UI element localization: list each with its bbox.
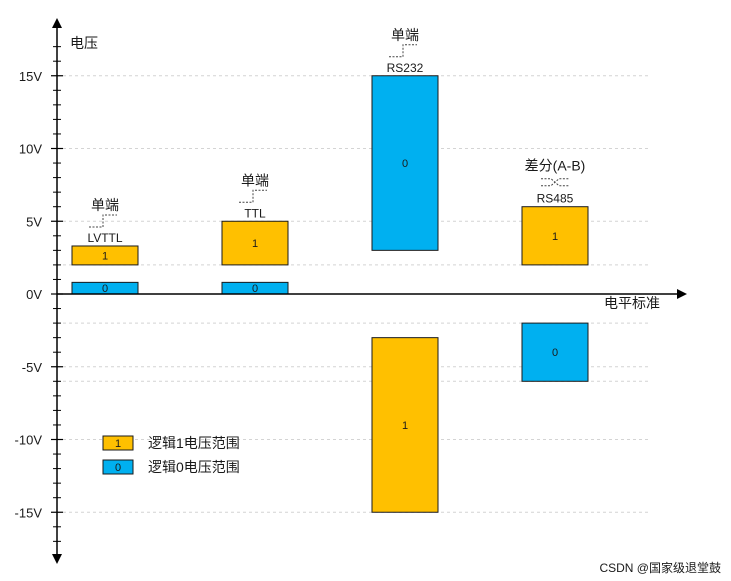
y-axis-title: 电压 (70, 35, 98, 51)
y-tick-label: 10V (19, 142, 42, 157)
bar-lvttl-logic-1 (71, 245, 139, 266)
differential-waveform-icon (541, 178, 569, 187)
category-label-rs232: RS232 (387, 61, 424, 75)
bar-data-label: 0 (552, 347, 558, 359)
single-ended-waveform-icon (89, 214, 117, 228)
category-annotations: LVTTL 单端 TTL 单端 RS232 单端 RS485 差分(A-B) (87, 27, 585, 245)
bar-data-label: 1 (252, 238, 258, 250)
legend-label: 逻辑1电压范围 (148, 435, 240, 451)
legend-swatch (102, 459, 134, 475)
x-axis-title: 电平标准 (604, 295, 660, 311)
legend: 1 逻辑1电压范围 0 逻辑0电压范围 (102, 435, 240, 475)
bar-rs485-logic-0 (521, 322, 589, 382)
category-label-ttl: TTL (244, 206, 266, 220)
category-annotation: 单端 (91, 197, 119, 213)
bar-rs232-logic-0 (371, 75, 439, 251)
legend-swatch-symbol: 0 (115, 462, 121, 474)
legend-label: 逻辑0电压范围 (148, 459, 240, 475)
legend-swatch-symbol: 1 (115, 438, 121, 450)
category-annotation: 差分(A-B) (525, 158, 586, 174)
y-tick-label: -5V (22, 360, 43, 375)
bar-rs485-logic-1 (521, 206, 589, 266)
category-label-lvttl: LVTTL (87, 231, 122, 245)
category-annotation: 单端 (391, 27, 419, 43)
y-tick-label: 0V (26, 287, 42, 302)
bar-data-label: 1 (102, 250, 108, 262)
y-tick-label: 15V (19, 69, 42, 84)
bars: 1 1 1 1 0 0 0 0 (71, 75, 589, 513)
single-ended-waveform-icon (239, 189, 267, 203)
bar-data-label: 0 (252, 283, 258, 295)
y-tick-label: 5V (26, 214, 42, 229)
y-tick-label: -10V (15, 433, 43, 448)
legend-swatch (102, 435, 134, 451)
single-ended-waveform-icon (389, 44, 417, 58)
bar-data-label: 0 (402, 158, 408, 170)
bar-data-label: 0 (102, 283, 108, 295)
category-label-rs485: RS485 (537, 192, 574, 206)
bar-data-label: 1 (552, 231, 558, 243)
bar-ttl-logic-1 (221, 220, 289, 266)
category-annotation: 单端 (241, 172, 269, 188)
bar-rs232-logic-1 (371, 337, 439, 513)
y-tick-label: -15V (15, 505, 43, 520)
y-tick-labels: 15V 10V 5V 0V -5V -10V -15V (15, 69, 43, 521)
bar-data-label: 1 (402, 420, 408, 432)
watermark: CSDN @国家级退堂鼓 (599, 560, 721, 575)
axes (52, 18, 687, 564)
